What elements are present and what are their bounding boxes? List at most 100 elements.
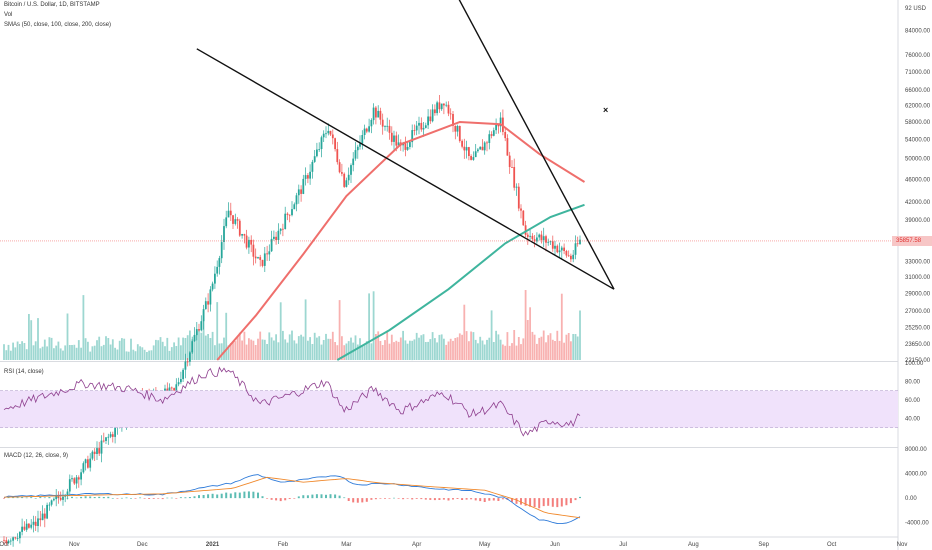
macd-histogram-bar: [397, 498, 400, 499]
volume-bar: [545, 342, 547, 360]
macd-histogram-bar: [25, 497, 28, 499]
volume-bar: [574, 334, 577, 360]
candle-body: [177, 382, 180, 385]
candles: [3, 95, 581, 547]
volume-bar: [96, 340, 98, 360]
candle-body: [420, 122, 423, 130]
time-tick-label: Nov: [897, 542, 908, 548]
macd-histogram-bar: [80, 496, 83, 499]
volume-bar: [273, 340, 275, 360]
candle-body: [361, 135, 364, 144]
volume-bar: [526, 320, 529, 360]
macd-histogram-bar: [170, 497, 173, 499]
time-tick-label: Mar: [341, 542, 351, 548]
volume-bar: [170, 347, 173, 360]
candle-body: [96, 448, 98, 454]
candle-body: [429, 116, 432, 122]
volume-bar: [107, 338, 110, 360]
candle-body: [234, 219, 237, 224]
volume-bar: [155, 339, 157, 360]
volume-bar: [542, 330, 545, 360]
volume-bar: [12, 342, 14, 360]
volume-bar: [186, 335, 189, 360]
volume-bar: [368, 293, 370, 360]
volume-bar: [109, 344, 112, 360]
macd-histogram-bar: [247, 491, 250, 499]
candle-body: [343, 173, 346, 187]
candle-body: [98, 448, 101, 454]
candle-body: [447, 104, 450, 114]
macd-histogram-bar: [102, 497, 105, 499]
candle-body: [551, 241, 554, 249]
time-tick-label: Dec: [137, 542, 148, 548]
price-tick-label: 29000.00: [905, 291, 931, 297]
macd-histogram-bar: [574, 498, 577, 501]
volume-bar: [41, 346, 44, 360]
close-icon[interactable]: ×: [603, 105, 609, 115]
volume-bar: [43, 339, 46, 360]
volume-bar: [436, 342, 438, 360]
candle-body: [395, 135, 398, 146]
price-tick-label: 22150.00: [905, 358, 931, 364]
volume-bar: [567, 333, 570, 360]
macd-histogram-bar: [216, 494, 219, 499]
macd-histogram-bar: [48, 497, 51, 499]
candle-body: [406, 147, 409, 150]
volume-bar: [325, 333, 327, 360]
candle-body: [198, 329, 200, 331]
volume-bar: [127, 351, 130, 360]
candle-body: [461, 140, 463, 147]
macd-histogram-bar: [152, 498, 155, 499]
candle-body: [524, 225, 527, 235]
volume-bar: [50, 337, 53, 360]
macd-histogram-bar: [479, 498, 482, 502]
volume-bar: [327, 338, 330, 360]
candle-body: [204, 301, 207, 310]
volume-bar: [477, 343, 479, 360]
candle-body: [567, 255, 570, 257]
candle-body: [109, 434, 112, 437]
candle-body: [173, 388, 175, 391]
volume-bar: [46, 346, 48, 360]
volume-bar: [300, 334, 302, 360]
candle-body: [286, 213, 289, 215]
candle-body: [490, 134, 493, 136]
macd-histogram-bar: [524, 498, 527, 506]
macd-histogram-bar: [43, 497, 46, 499]
time-tick-label: Oct: [0, 542, 9, 548]
candle-body: [331, 134, 334, 139]
volume-bar: [370, 343, 373, 360]
volume-bar: [529, 307, 531, 360]
macd-histogram-bar: [211, 493, 214, 499]
macd-histogram-bar: [225, 492, 228, 499]
volume-bar: [34, 341, 37, 360]
candle-body: [356, 146, 359, 151]
volume-bar: [558, 340, 561, 360]
volume-bar: [293, 340, 296, 360]
volume-bar: [533, 334, 536, 360]
volume-bar: [495, 330, 497, 360]
candle-body: [19, 531, 21, 539]
candle-body: [449, 113, 452, 115]
time-tick-label: Oct: [827, 542, 837, 548]
macd-histogram-bar: [84, 496, 87, 499]
candle-body: [68, 479, 71, 492]
candle-body: [404, 143, 407, 150]
candle-body: [565, 251, 568, 256]
macd-histogram-bar: [365, 498, 368, 502]
volume-bar: [307, 340, 309, 360]
rsi-tick-label: 60.00: [905, 398, 921, 404]
candle-body: [483, 142, 486, 151]
volume-bar: [116, 349, 119, 360]
candle-body: [282, 228, 284, 230]
candle-body: [180, 379, 182, 383]
volume-bar: [32, 345, 35, 360]
price-axis-ticks: 92 USD 84000.00 76000.00 71000.00 66000.00 62…: [905, 6, 931, 364]
macd-histogram-bar: [465, 498, 468, 500]
macd-histogram-bar: [111, 498, 114, 499]
macd-tick-label: 8000.00: [905, 447, 927, 453]
volume-bar: [252, 340, 255, 360]
macd-histogram-bar: [538, 498, 541, 509]
volume-bar: [551, 339, 554, 360]
